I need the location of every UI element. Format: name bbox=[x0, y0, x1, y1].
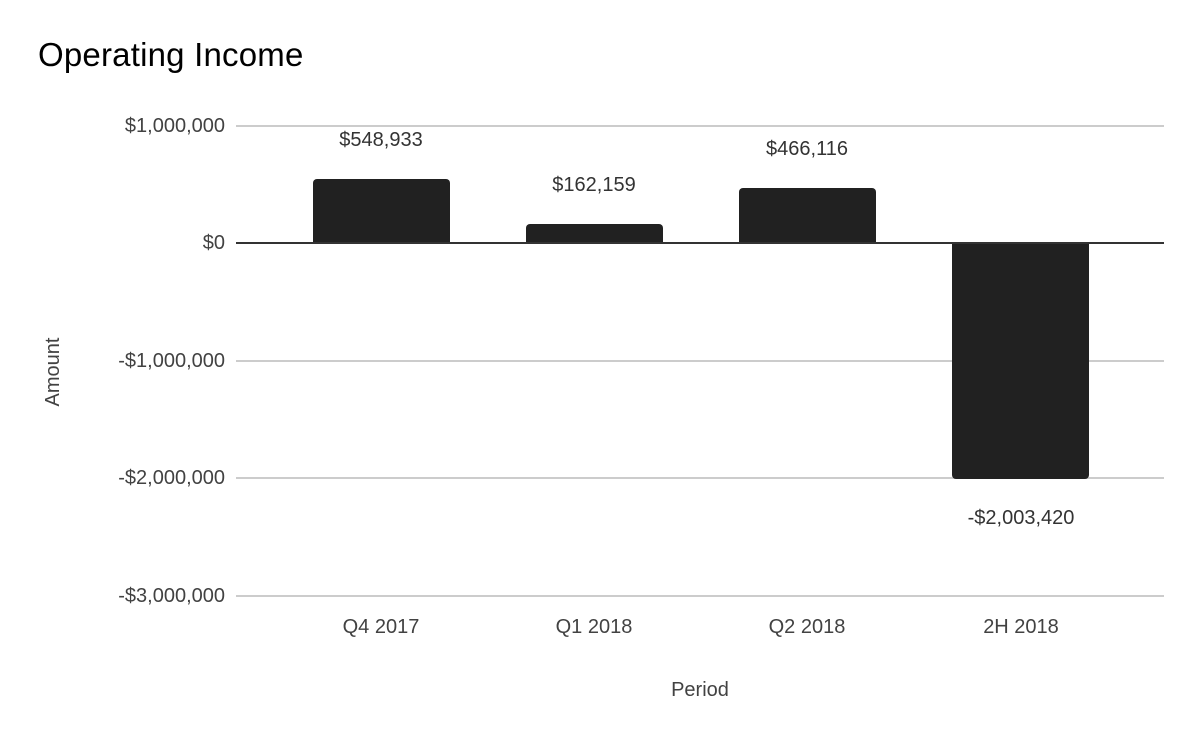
x-axis-title: Period bbox=[671, 679, 729, 701]
y-tick-label: $0 bbox=[202, 232, 225, 254]
zero-baseline bbox=[236, 242, 1164, 244]
gridline--3000000 bbox=[236, 595, 1164, 597]
y-axis-title: Amount bbox=[42, 337, 64, 407]
chart-title: Operating Income bbox=[38, 36, 304, 73]
bar-q2-2018[interactable] bbox=[739, 188, 876, 244]
x-category-label-q4-2017: Q4 2017 bbox=[342, 616, 420, 638]
gridline--1000000 bbox=[236, 360, 1164, 362]
x-category-label-q2-2018: Q2 2018 bbox=[768, 616, 846, 638]
gridline-1000000 bbox=[236, 125, 1164, 127]
bar-q1-2018[interactable] bbox=[526, 224, 663, 244]
y-tick-label: -$3,000,000 bbox=[118, 585, 225, 607]
y-tick-label: $1,000,000 bbox=[124, 115, 225, 137]
y-tick-label: -$2,000,000 bbox=[118, 467, 225, 489]
y-tick-label: -$1,000,000 bbox=[118, 350, 225, 372]
bar-value-label-2h-2018: -$2,003,420 bbox=[967, 507, 1075, 529]
bar-value-label-q4-2017: $548,933 bbox=[339, 129, 423, 151]
bar-value-label-q2-2018: $466,116 bbox=[766, 138, 848, 160]
bar-value-label-q1-2018: $162,159 bbox=[552, 174, 636, 196]
gridline--2000000 bbox=[236, 477, 1164, 479]
bar-2h-2018[interactable] bbox=[952, 243, 1089, 479]
x-category-label-2h-2018: 2H 2018 bbox=[983, 616, 1059, 638]
bar-q4-2017[interactable] bbox=[313, 178, 450, 244]
x-category-label-q1-2018: Q1 2018 bbox=[555, 616, 633, 638]
